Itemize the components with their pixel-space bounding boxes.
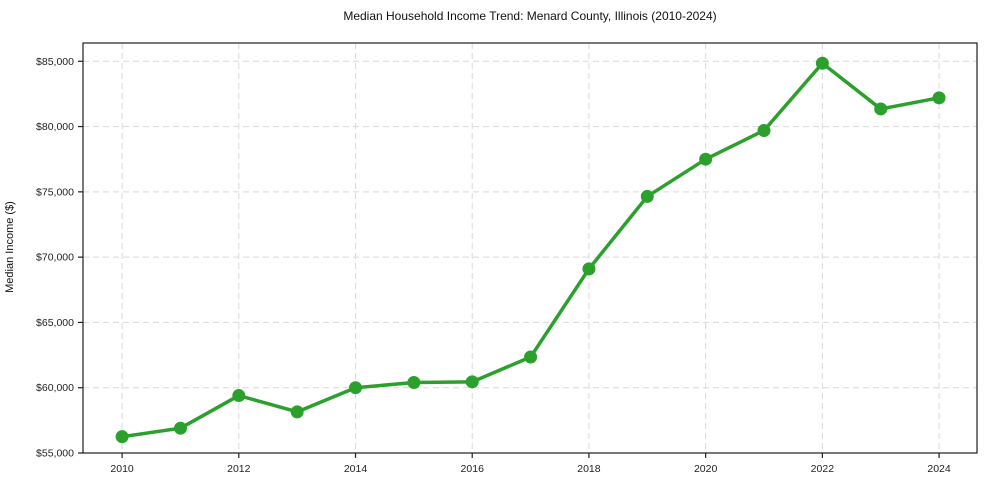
x-tick-label: 2010 bbox=[110, 463, 134, 475]
y-tick-label: $60,000 bbox=[36, 382, 74, 394]
data-point bbox=[699, 152, 713, 166]
data-point bbox=[173, 421, 187, 435]
x-tick-label: 2018 bbox=[577, 463, 601, 475]
x-tick-label: 2014 bbox=[344, 463, 368, 475]
y-tick-label: $70,000 bbox=[36, 252, 74, 264]
tick-labels: $55,000 $60,000 $65,000 $70,000 $75,000 $80,0… bbox=[36, 56, 951, 475]
trend-line bbox=[120, 61, 941, 439]
y-tick-label: $75,000 bbox=[36, 186, 74, 198]
y-tick-label: $55,000 bbox=[36, 448, 74, 460]
y-tick-label: $65,000 bbox=[36, 317, 74, 329]
data-point bbox=[115, 430, 129, 444]
data-point bbox=[524, 350, 538, 364]
data-point bbox=[757, 123, 771, 137]
x-tick-label: 2020 bbox=[694, 463, 718, 475]
data-point bbox=[465, 375, 479, 389]
data-point bbox=[582, 262, 596, 276]
x-tick-label: 2022 bbox=[811, 463, 835, 475]
data-point bbox=[349, 381, 363, 395]
gridlines bbox=[83, 43, 977, 454]
data-point bbox=[640, 189, 654, 203]
x-tick-label: 2016 bbox=[461, 463, 485, 475]
plot-border bbox=[82, 42, 978, 454]
y-tick-label: $85,000 bbox=[36, 56, 74, 68]
data-point bbox=[815, 56, 829, 70]
x-tick-label: 2012 bbox=[227, 463, 251, 475]
chart-title: Median Household Income Trend: Menard Co… bbox=[343, 9, 717, 23]
y-tick-label: $80,000 bbox=[36, 121, 74, 133]
data-point bbox=[874, 102, 888, 116]
tick-marks bbox=[78, 60, 940, 458]
data-points bbox=[115, 56, 946, 444]
data-point bbox=[232, 389, 246, 403]
data-point bbox=[932, 91, 946, 105]
data-point bbox=[290, 405, 304, 419]
x-tick-label: 2024 bbox=[927, 463, 951, 475]
data-point bbox=[407, 375, 421, 389]
